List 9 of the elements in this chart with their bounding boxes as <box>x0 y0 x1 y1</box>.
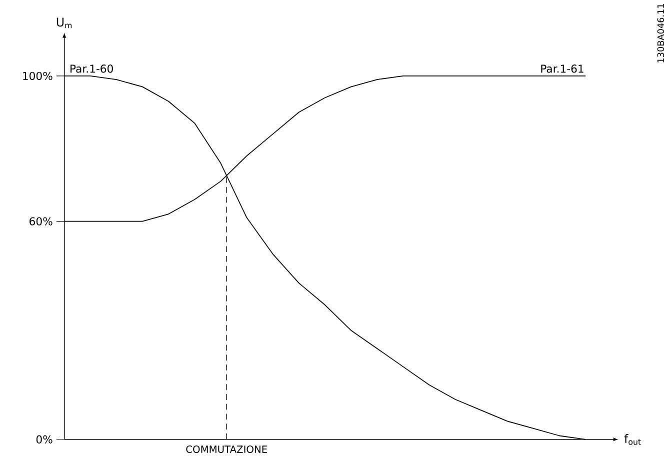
y-tick-label: 0% <box>36 435 52 444</box>
text: 130BA046.11 <box>657 4 664 62</box>
series-label: Par.1-60 <box>70 64 113 73</box>
x-axis-title: f$_{out}$ <box>624 434 641 445</box>
text: COMMUTAZIONE <box>186 445 267 453</box>
y-axis-title: U$_{m}$ <box>56 18 72 28</box>
y-tick-label: 60% <box>30 217 52 226</box>
series-label: Par.1-61 <box>541 64 584 73</box>
y-tick-label: 100% <box>23 72 52 80</box>
